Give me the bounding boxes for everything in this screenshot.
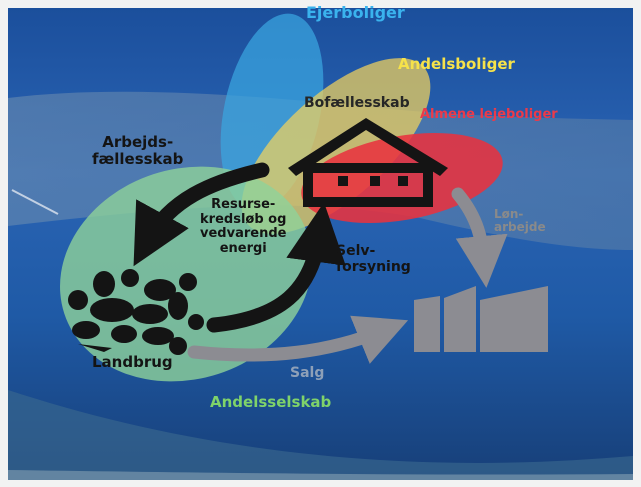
arbejdsfaellesskab-arrow <box>133 162 270 267</box>
ejerboliger-label: Ejerboliger <box>306 3 405 22</box>
house-icon <box>288 118 448 207</box>
ressource-label: Resurse- kredsløb og vedvarende energi <box>200 197 287 256</box>
selvforsyning-label: Selv- forsyning <box>336 243 411 275</box>
andelsselskab-label: Andelsselskab <box>210 393 332 411</box>
almene-label: Almene lejeboliger <box>420 107 558 122</box>
farm-produce-icon <box>68 269 204 355</box>
andelsboliger-label: Andelsboliger <box>398 55 515 73</box>
lonarbejde-label: Løn- arbejde <box>494 207 546 235</box>
arrows <box>133 162 508 364</box>
salg-arrow <box>187 315 409 364</box>
arbejdsfaellesskab-label: Arbejds- fællesskab <box>92 133 184 168</box>
selvforsyning-arrow <box>206 202 346 333</box>
landbrug-label: Landbrug <box>92 353 173 371</box>
salg-label: Salg <box>290 365 325 381</box>
city-buildings-icon <box>414 286 548 352</box>
lonarbejde-arrow <box>451 187 508 288</box>
bofaellesskab-label: Bofællesskab <box>304 95 410 111</box>
